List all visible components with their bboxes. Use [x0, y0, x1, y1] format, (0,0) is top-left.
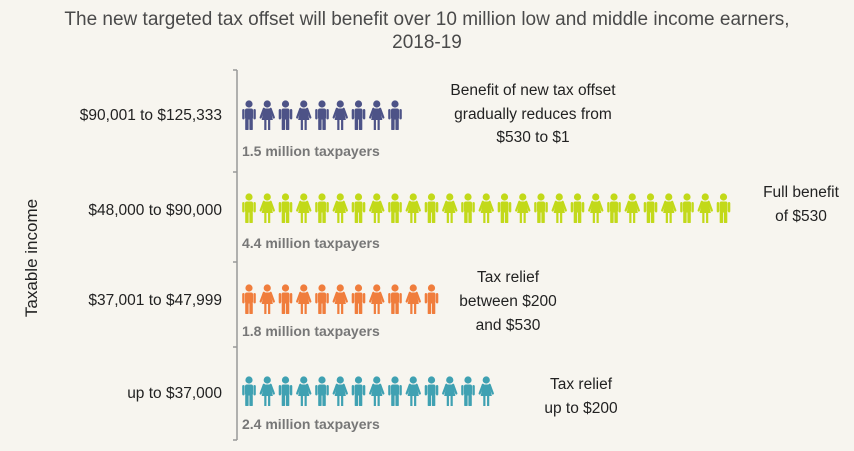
person-icon	[332, 100, 348, 130]
person-icon	[661, 193, 677, 223]
person-icon	[388, 193, 402, 223]
person-icon	[405, 376, 421, 406]
chart-row: up to $37,000 2.4 million taxpayers Tax re…	[127, 376, 618, 432]
benefit-note: between $200	[459, 293, 557, 310]
chart-rows: $90,001 to $125,333 1.5 million taxpayers…	[80, 82, 840, 432]
person-icon	[369, 284, 385, 314]
person-icon	[351, 193, 366, 223]
person-icon	[643, 193, 658, 223]
person-icon	[332, 193, 348, 223]
person-icon	[296, 193, 312, 223]
person-icon	[278, 100, 293, 130]
person-icon	[296, 284, 312, 314]
person-icon	[259, 284, 275, 314]
chart-title-line: 2018-19	[392, 32, 462, 53]
person-icon	[332, 284, 348, 314]
person-icon	[242, 193, 256, 223]
person-icons	[242, 100, 402, 130]
benefit-note: $530 to $1	[496, 129, 569, 146]
person-icon	[478, 193, 494, 223]
person-icon	[315, 100, 329, 130]
person-icons	[242, 376, 494, 406]
person-icon	[259, 376, 275, 406]
person-icon	[242, 376, 256, 406]
benefit-note: gradually reduces from	[454, 106, 612, 123]
person-icon	[624, 193, 640, 223]
person-icon	[369, 193, 385, 223]
person-icon	[551, 193, 567, 223]
benefit-note: Benefit of new tax offset	[450, 82, 616, 99]
person-icons	[242, 193, 731, 223]
chart-title-line: The new targeted tax offset will benefit…	[64, 9, 789, 30]
person-icon	[351, 100, 366, 130]
benefit-note: Full benefit	[763, 184, 840, 201]
person-icon	[278, 284, 293, 314]
person-icon	[442, 376, 458, 406]
category-label: $37,001 to $47,999	[88, 292, 222, 309]
chart-row: $48,000 to $90,000 4.4 million taxpayers F…	[88, 184, 839, 251]
person-icon	[607, 193, 621, 223]
benefit-note: and $530	[476, 317, 541, 334]
person-icon	[296, 376, 312, 406]
benefit-note: of $530	[775, 208, 827, 225]
taxpayer-count-label: 2.4 million taxpayers	[242, 416, 380, 432]
person-icon	[259, 100, 275, 130]
person-icon	[515, 193, 531, 223]
person-icon	[315, 376, 329, 406]
taxpayer-count-label: 4.4 million taxpayers	[242, 235, 380, 251]
person-icon	[497, 193, 512, 223]
y-axis	[233, 69, 238, 441]
person-icon	[461, 376, 475, 406]
person-icon	[388, 100, 402, 130]
chart-row: $37,001 to $47,999 1.8 million taxpayers T…	[88, 269, 557, 339]
person-icon	[332, 376, 348, 406]
person-icon	[588, 193, 604, 223]
person-icon	[242, 100, 256, 130]
benefit-note: Tax relief	[550, 376, 613, 393]
person-icon	[697, 193, 713, 223]
person-icon	[242, 284, 256, 314]
benefit-note: up to $200	[544, 400, 618, 417]
person-icon	[315, 284, 329, 314]
person-icon	[570, 193, 585, 223]
person-icon	[351, 376, 366, 406]
person-icon	[405, 284, 421, 314]
taxpayer-count-label: 1.5 million taxpayers	[242, 143, 380, 159]
person-icon	[259, 193, 275, 223]
person-icon	[296, 100, 312, 130]
taxpayer-count-label: 1.8 million taxpayers	[242, 323, 380, 339]
person-icon	[424, 193, 439, 223]
category-label: up to $37,000	[127, 385, 222, 402]
category-label: $90,001 to $125,333	[80, 107, 222, 124]
chart-row: $90,001 to $125,333 1.5 million taxpayers…	[80, 82, 616, 159]
person-icon	[315, 193, 329, 223]
person-icon	[680, 193, 694, 223]
person-icon	[424, 376, 439, 406]
person-icon	[534, 193, 548, 223]
chart-title: The new targeted tax offset will benefit…	[64, 9, 789, 53]
category-label: $48,000 to $90,000	[88, 202, 222, 219]
benefit-note: Tax relief	[477, 269, 540, 286]
person-icon	[369, 100, 385, 130]
person-icon	[278, 376, 293, 406]
person-icon	[388, 284, 402, 314]
person-icon	[405, 193, 421, 223]
person-icon	[388, 376, 402, 406]
person-icon	[424, 284, 439, 314]
person-icon	[351, 284, 366, 314]
person-icons	[242, 284, 439, 314]
person-icon	[461, 193, 475, 223]
person-icon	[716, 193, 731, 223]
person-icon	[442, 193, 458, 223]
y-axis-label: Taxable income	[22, 199, 41, 317]
person-icon	[478, 376, 494, 406]
person-icon	[369, 376, 385, 406]
person-icon	[278, 193, 293, 223]
